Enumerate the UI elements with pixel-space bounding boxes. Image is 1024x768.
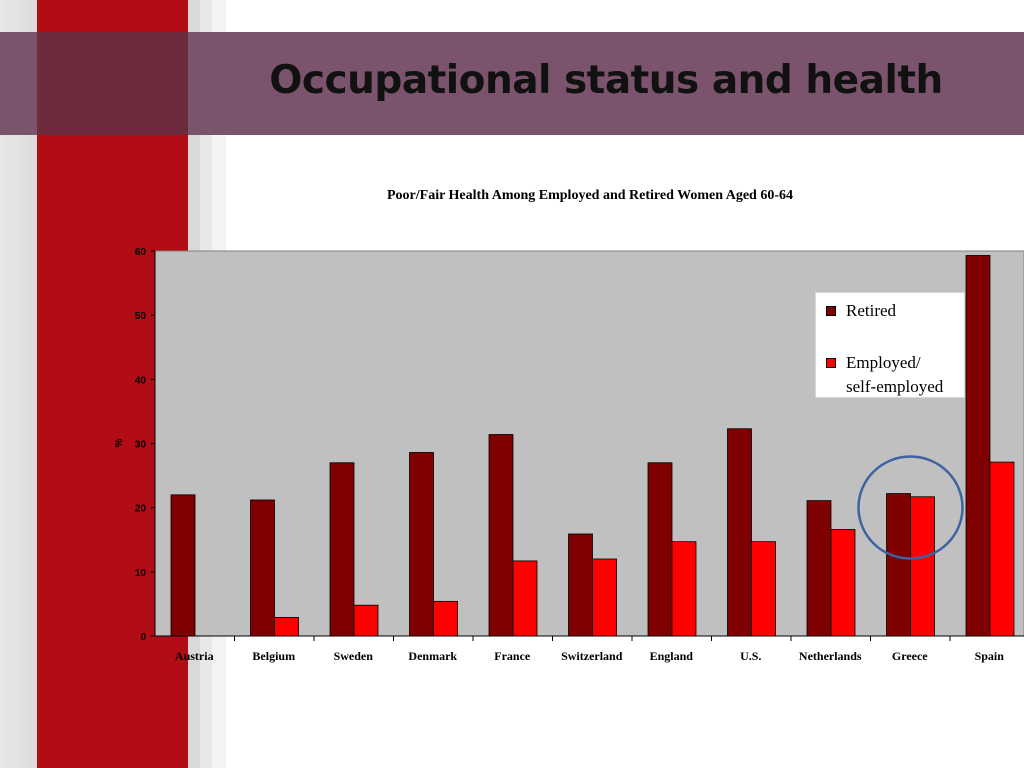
x-tick-label-spain: Spain	[975, 649, 1005, 663]
bar-employed-netherlands	[830, 529, 856, 637]
legend-label-retired: Retired	[846, 301, 897, 320]
greece-highlight-circle	[857, 455, 964, 560]
bar-retired-u-s	[727, 428, 752, 637]
y-tick-label-0: 0	[140, 632, 146, 643]
legend-label-employed-line2: self-employed	[846, 377, 944, 396]
x-tick-label-belgium: Belgium	[252, 649, 295, 663]
x-tick-label-u-s: U.S.	[740, 649, 761, 663]
x-tick-label-austria: Austria	[175, 649, 214, 663]
x-tick-label-greece: Greece	[892, 649, 928, 663]
x-tick-label-france: France	[494, 649, 531, 663]
bar-employed-sweden	[353, 604, 379, 637]
bar-employed-switzerland	[592, 558, 617, 637]
title-bar-overlay	[37, 32, 188, 135]
bar-retired-belgium	[250, 499, 275, 637]
bar-retired-austria	[170, 494, 196, 637]
bar-employed-greece	[910, 496, 935, 637]
x-tick-label-sweden: Sweden	[334, 649, 374, 663]
bar-retired-greece	[886, 493, 911, 637]
bar-employed-belgium	[274, 616, 299, 637]
x-tick-label-switzerland: Switzerland	[561, 649, 623, 663]
bar-retired-sweden	[329, 462, 355, 637]
bar-employed-denmark	[433, 600, 458, 637]
y-tick-label-60: 60	[135, 247, 147, 258]
y-tick-label-20: 20	[135, 504, 147, 515]
slide-title: Occupational status and health	[269, 58, 943, 103]
x-tick-label-netherlands: Netherlands	[799, 649, 862, 663]
bar-retired-denmark	[409, 452, 434, 637]
bar-retired-france	[488, 434, 514, 637]
y-tick-label-50: 50	[135, 311, 147, 322]
chart-legend: Retired Employed/ self-employed	[815, 292, 965, 398]
bar-retired-england	[647, 462, 673, 637]
x-tick-label-denmark: Denmark	[408, 649, 457, 663]
y-axis-label: %	[114, 438, 125, 447]
legend-swatch-retired	[826, 306, 836, 316]
bar-retired-spain	[965, 255, 991, 637]
legend-swatch-employed	[826, 358, 836, 368]
chart-title: Poor/Fair Health Among Employed and Reti…	[387, 188, 793, 203]
x-tick-label-england: England	[650, 649, 694, 663]
bar-employed-u-s	[751, 541, 776, 637]
bar-employed-spain	[989, 461, 1015, 637]
bar-employed-france	[512, 560, 538, 637]
y-tick-label-30: 30	[135, 440, 147, 451]
bar-employed-england	[671, 541, 697, 637]
legend-label-employed-line1: Employed/	[846, 353, 921, 372]
y-tick-label-40: 40	[135, 375, 147, 386]
y-tick-label-10: 10	[135, 568, 147, 579]
bar-retired-netherlands	[806, 500, 832, 637]
bar-retired-switzerland	[568, 533, 593, 637]
